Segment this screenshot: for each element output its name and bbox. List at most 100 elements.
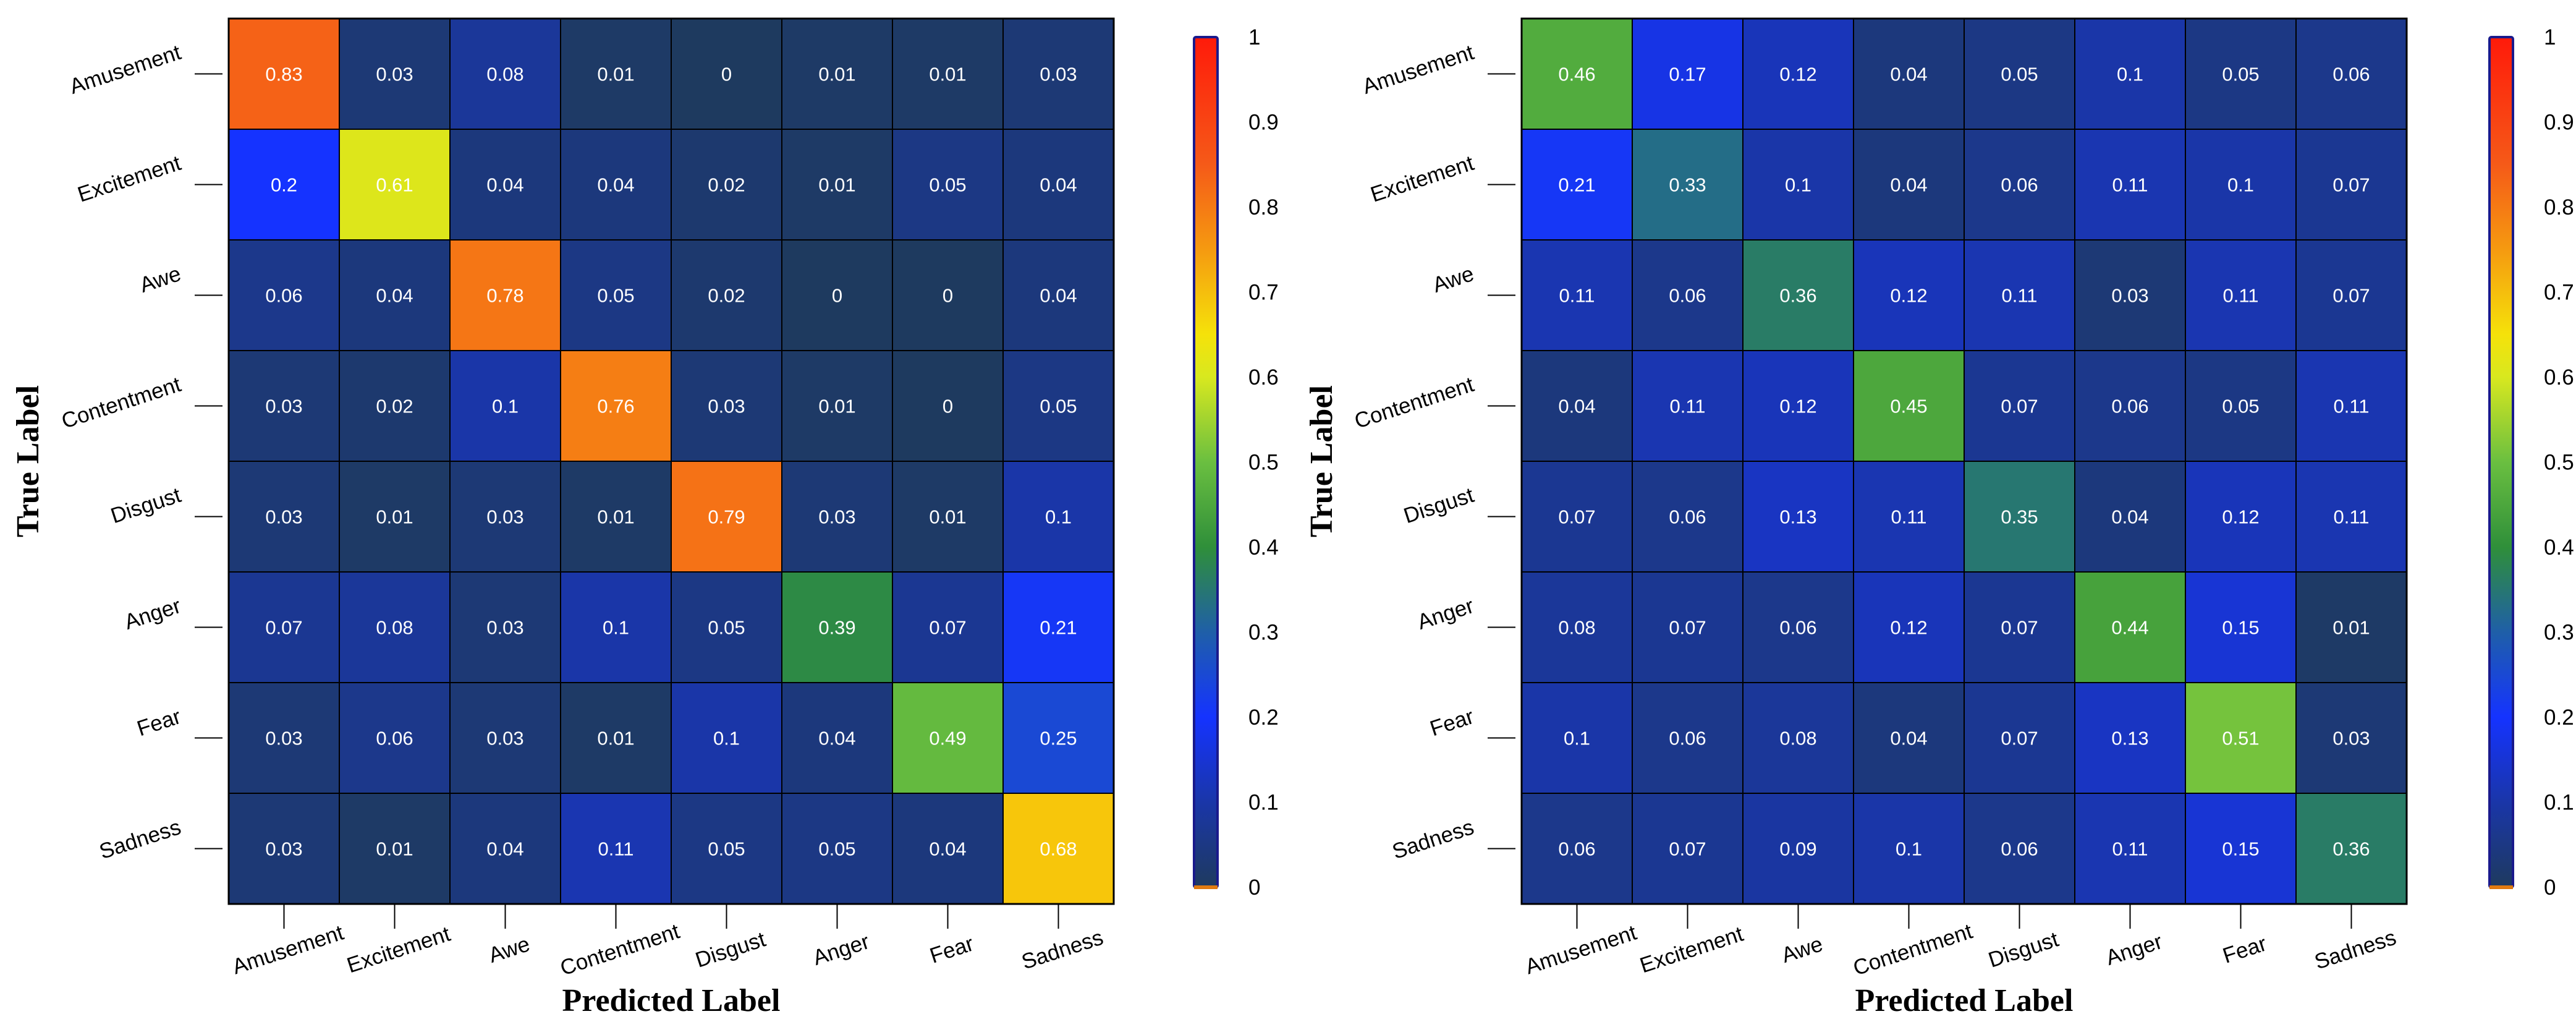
heatmap-cell <box>2074 350 2186 462</box>
cell-value-label: 0.07 <box>1669 838 1706 860</box>
cell-value-label: 0.2 <box>271 174 297 196</box>
heatmap-cell <box>1742 793 1854 905</box>
heatmap-cell <box>781 129 893 241</box>
cell-value-label: 0.01 <box>929 64 966 85</box>
heatmap-cell <box>560 239 672 351</box>
cell-value-label: 0.36 <box>1779 285 1816 307</box>
cell-value-label: 0.15 <box>2222 617 2259 639</box>
heatmap-cell <box>1964 571 2075 683</box>
heatmap-cell <box>339 571 451 683</box>
cell-value-label: 0.07 <box>1558 506 1595 528</box>
cell-value-label: 0.07 <box>1669 617 1706 639</box>
cell-value-label: 0.83 <box>265 64 302 85</box>
heatmap-cell <box>339 682 451 794</box>
heatmap-cell <box>2295 18 2407 130</box>
cell-value-label: 0.04 <box>486 838 523 860</box>
cell-value-label: 0.39 <box>818 617 855 639</box>
heatmap-cell <box>1521 129 1633 241</box>
cell-value-label: 0.04 <box>1040 174 1077 196</box>
y-axis-title: True Label <box>1304 385 1339 537</box>
x-tick-label: Anger <box>2103 929 2166 970</box>
heatmap-cell <box>1742 682 1854 794</box>
cell-value-label: 0.25 <box>1040 728 1077 749</box>
cell-value-label: 0.04 <box>597 174 634 196</box>
heatmap-cell <box>1632 239 1743 351</box>
cell-value-label: 0.04 <box>1040 285 1077 307</box>
cell-value-label: 0.01 <box>929 506 966 528</box>
cell-value-label: 0.1 <box>1785 174 1811 196</box>
cell-value-label: 0.44 <box>2111 617 2148 639</box>
cell-value-label: 0.13 <box>1779 506 1816 528</box>
heatmap-cell <box>449 239 561 351</box>
heatmap-cell <box>671 571 782 683</box>
heatmap-cell <box>1002 461 1114 573</box>
heatmap-cell <box>2295 461 2407 573</box>
heatmap-cell <box>228 18 340 130</box>
colorbar-tick-label: 0.3 <box>2544 621 2574 645</box>
cell-value-label: 0.03 <box>2332 728 2370 749</box>
cell-value-label: 0.03 <box>265 396 302 417</box>
heatmap-cell <box>2074 682 2186 794</box>
cell-value-label: 0.11 <box>1559 285 1595 307</box>
heatmap-cell <box>560 18 672 130</box>
heatmap-cell <box>1002 793 1114 905</box>
x-tick-label: Anger <box>810 929 873 970</box>
heatmap-cell <box>2074 129 2186 241</box>
heatmap-cell <box>449 461 561 573</box>
grid-border <box>1520 17 2408 905</box>
cell-value-label: 0.06 <box>1558 838 1595 860</box>
cell-value-label: 0.06 <box>1669 728 1706 749</box>
cell-value-label: 0.03 <box>708 396 745 417</box>
colorbar-tick-label: 1 <box>2544 25 2556 49</box>
cell-value-label: 0.21 <box>1040 617 1077 639</box>
heatmap-cell <box>560 461 672 573</box>
cell-value-label: 0.01 <box>597 728 634 749</box>
cell-value-label: 0.68 <box>1040 838 1077 860</box>
colorbar-tick-label: 0.4 <box>1248 535 1279 560</box>
cell-value-label: 0.11 <box>1669 396 1705 417</box>
colorbar-tick-label: 0.8 <box>2544 195 2574 219</box>
colorbar-tick-label: 1 <box>1248 25 1260 49</box>
heatmap-cell <box>2185 461 2297 573</box>
heatmap-cell <box>449 350 561 462</box>
heatmap-cell <box>1632 350 1743 462</box>
cell-value-label: 0 <box>832 285 842 307</box>
colorbar-tick-label: 0.7 <box>2544 281 2574 305</box>
cell-value-label: 0.11 <box>598 838 633 860</box>
cell-value-label: 0.06 <box>2332 64 2370 85</box>
cell-value-label: 0.33 <box>1669 174 1706 196</box>
cell-value-label: 0.01 <box>2332 617 2370 639</box>
heatmap-cell <box>1632 461 1743 573</box>
cell-value-label: 0.01 <box>818 396 855 417</box>
cell-value-label: 0.04 <box>929 838 966 860</box>
y-tick-label: Awe <box>1430 262 1477 297</box>
cell-value-label: 0.03 <box>265 838 302 860</box>
cell-value-label: 0.11 <box>2001 285 2037 307</box>
colorbar-tick-label: 0.7 <box>1248 281 1279 305</box>
heatmap-cell <box>560 129 672 241</box>
cell-value-label: 0.06 <box>2001 838 2038 860</box>
heatmap-cell <box>560 350 672 462</box>
heatmap-cell <box>671 350 782 462</box>
cell-value-label: 0.03 <box>1040 64 1077 85</box>
y-tick-label: Contentment <box>1352 372 1477 433</box>
heatmap-cell <box>2295 571 2407 683</box>
heatmap-panel-left: 0.83 0.03 0.08 0.01 0 0.01 0.01 0.030.2 0.61 0.04… <box>11 17 1279 1018</box>
cell-value-label: 0.06 <box>376 728 413 749</box>
cell-value-label: 0.1 <box>2227 174 2254 196</box>
colorbar <box>1194 37 1218 887</box>
heatmap-cell <box>449 682 561 794</box>
cell-value-label: 0.11 <box>2333 396 2369 417</box>
cell-value-label: 0.06 <box>2001 174 2038 196</box>
x-tick-label: Fear <box>2220 931 2270 968</box>
cell-value-label: 0.04 <box>1890 64 1927 85</box>
heatmap-cell <box>1742 18 1854 130</box>
x-tick-label: Sadness <box>1019 925 1106 974</box>
cell-value-label: 0.07 <box>2332 285 2370 307</box>
cell-value-label: 0.12 <box>2222 506 2259 528</box>
cell-value-label: 0.03 <box>265 728 302 749</box>
cell-value-label: 0.06 <box>1669 506 1706 528</box>
cell-value-label: 0.07 <box>929 617 966 639</box>
cell-value-label: 0.1 <box>603 617 629 639</box>
heatmap-cell <box>1853 350 1965 462</box>
